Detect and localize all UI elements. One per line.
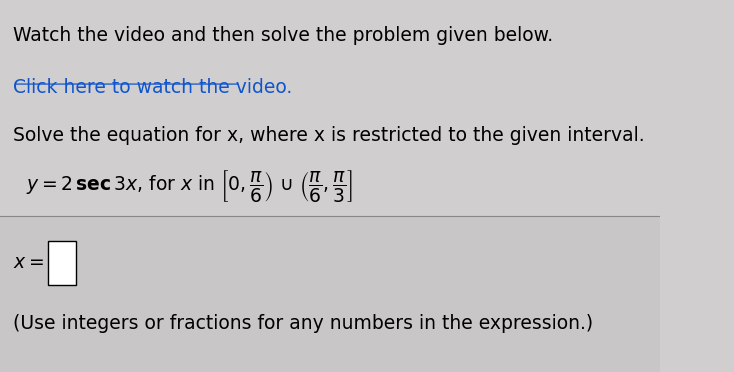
Bar [0, 216, 660, 372]
Text: $x =$: $x =$ [13, 253, 44, 272]
Text: Solve the equation for x, where x is restricted to the given interval.: Solve the equation for x, where x is res… [13, 126, 645, 145]
Text: (Use integers or fractions for any numbers in the expression.): (Use integers or fractions for any numbe… [13, 314, 593, 333]
Text: Watch the video and then solve the problem given below.: Watch the video and then solve the probl… [13, 26, 553, 45]
Text: $y = 2\,\mathbf{sec}\,3x$, for $x$ in $\left[0,\dfrac{\pi}{6}\right)$ $\cup$ $\l: $y = 2\,\mathbf{sec}\,3x$, for $x$ in $\… [26, 168, 354, 204]
FancyBboxPatch shape [48, 241, 76, 285]
Text: Click here to watch the video.: Click here to watch the video. [13, 78, 292, 97]
